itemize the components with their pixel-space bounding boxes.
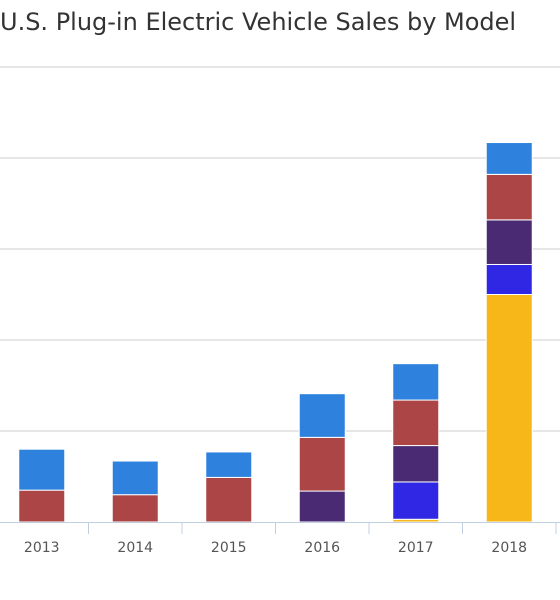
bar-segment-2018-series-3[interactable] bbox=[485, 219, 533, 265]
bar-segment-2015-series-4[interactable] bbox=[205, 476, 253, 523]
bar-segment-2013-series-5[interactable] bbox=[18, 448, 66, 491]
chart-title: U.S. Plug-in Electric Vehicle Sales by M… bbox=[0, 8, 517, 36]
bar-segment-2018-series-5[interactable] bbox=[485, 142, 533, 175]
bar-segment-2015-series-5[interactable] bbox=[205, 451, 253, 478]
bar-segment-2016-series-5[interactable] bbox=[298, 393, 346, 438]
bar-segment-2013-series-4[interactable] bbox=[18, 489, 66, 523]
x-tick-label: 2014 bbox=[117, 540, 153, 556]
gridlines bbox=[0, 66, 560, 432]
bar-segment-2014-series-4[interactable] bbox=[111, 494, 159, 523]
bar-segment-2014-series-5[interactable] bbox=[111, 460, 159, 496]
bar-segment-2017-series-5[interactable] bbox=[392, 363, 440, 401]
bar-segment-2017-series-4[interactable] bbox=[392, 399, 440, 447]
bar-segment-2017-series-2[interactable] bbox=[392, 481, 440, 520]
x-tick-label: 2015 bbox=[211, 540, 247, 556]
bar-segment-2018-series-1[interactable] bbox=[485, 294, 533, 523]
bar-segment-2018-series-4[interactable] bbox=[485, 173, 533, 221]
x-tick-label: 2016 bbox=[304, 540, 340, 556]
bar-segment-2017-series-3[interactable] bbox=[392, 445, 440, 483]
bar-segment-2018-series-2[interactable] bbox=[485, 263, 533, 296]
x-tick-label: 2018 bbox=[491, 540, 527, 556]
x-axis: 2013 2014 2015 2016 2017 2018 bbox=[0, 522, 560, 556]
bar-segment-2016-series-4[interactable] bbox=[298, 436, 346, 492]
x-tick-label: 2017 bbox=[398, 540, 434, 556]
bars bbox=[18, 142, 533, 523]
x-tick-label: 2013 bbox=[24, 540, 60, 556]
bar-segment-2016-series-3[interactable] bbox=[298, 490, 346, 523]
